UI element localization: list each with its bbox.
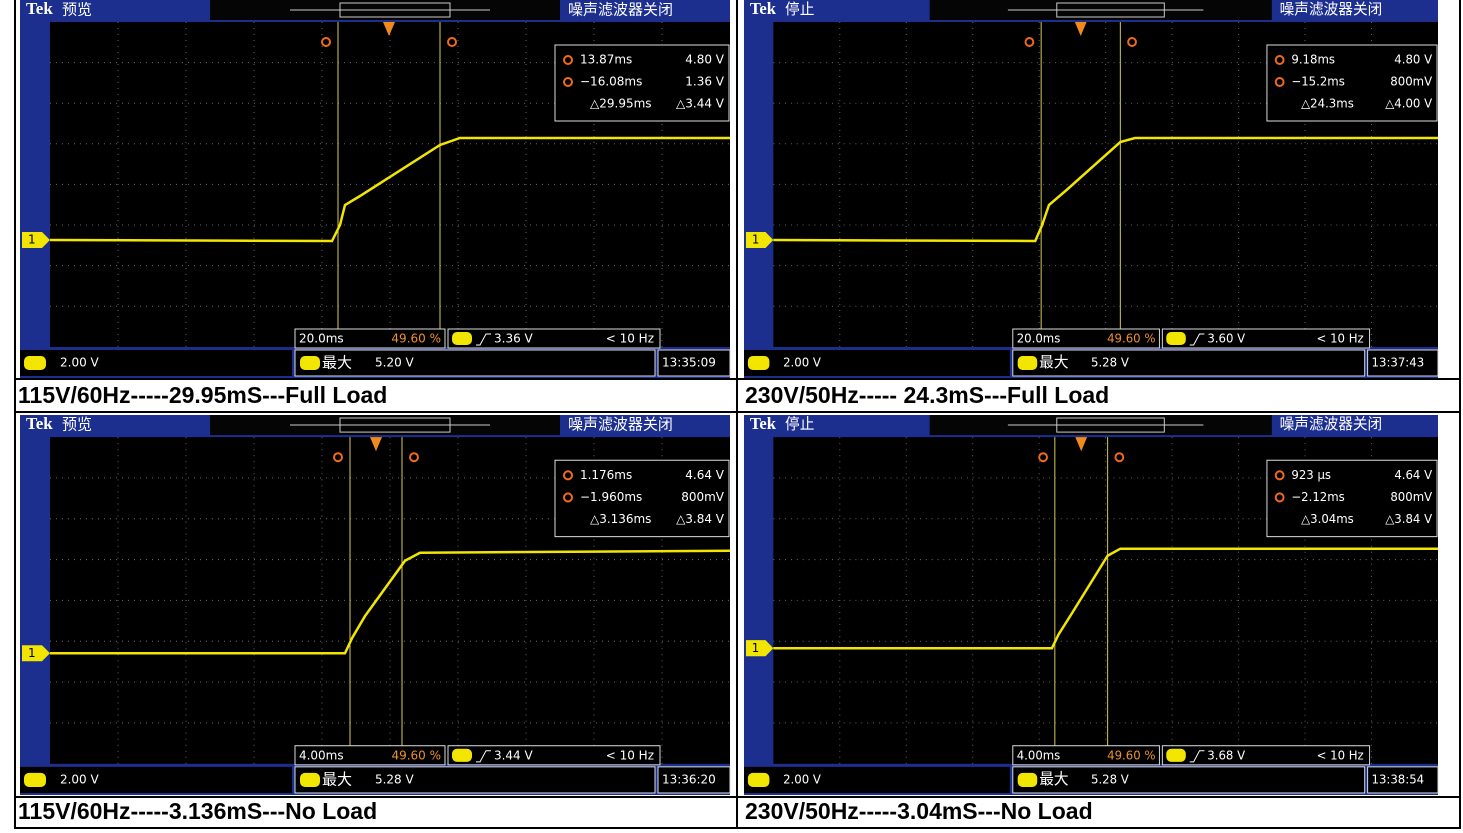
- channel-badge: [748, 356, 770, 370]
- brand: Tek: [750, 0, 777, 18]
- brand: Tek: [750, 414, 777, 433]
- scope-screenshot: Tek 停止 噪声滤波器关闭 1 9.18ms 4.80 V −15.2ms 800mV △24…: [744, 0, 1438, 378]
- caption: 230V/50Hz-----3.04mS---No Load: [745, 798, 1093, 824]
- channel-badge: [300, 773, 320, 787]
- timebase: 20.0ms: [1017, 331, 1061, 345]
- channel-badge: [24, 773, 46, 787]
- clock: 13:35:09: [662, 356, 716, 370]
- readout-volt: 4.80 V: [1394, 52, 1433, 66]
- channel-badge: [24, 356, 46, 370]
- caption: 115V/60Hz-----29.95mS---Full Load: [18, 382, 387, 408]
- acq-state: 预览: [62, 1, 92, 19]
- readout-time: △3.04ms: [1301, 512, 1354, 526]
- readout-time: △3.136ms: [590, 512, 651, 526]
- readout-volt: 800mV: [1390, 74, 1433, 88]
- channel-badge: [748, 773, 770, 787]
- noise-filter: 噪声滤波器关闭: [1280, 415, 1383, 433]
- readout-time: △24.3ms: [1301, 96, 1354, 110]
- trigger-level: 3.68 V: [1207, 748, 1246, 762]
- trigger-position: 49.60 %: [1107, 748, 1155, 762]
- readout-volt: 1.36 V: [685, 75, 725, 89]
- channel-number: 1: [28, 646, 36, 660]
- scope-screenshot: Tek 预览 噪声滤波器关闭 1 1.176ms 4.64 V −1.960ms 800mV △…: [20, 414, 730, 795]
- frequency: < 10 Hz: [606, 748, 654, 762]
- noise-filter: 噪声滤波器关闭: [568, 416, 673, 434]
- readout-volt: △3.84 V: [676, 512, 725, 526]
- readout-volt: △3.84 V: [1385, 512, 1433, 526]
- max-label: 最大: [322, 354, 352, 372]
- caption: 230V/50Hz----- 24.3mS---Full Load: [745, 382, 1109, 408]
- readout-volt: △3.44 V: [676, 97, 725, 111]
- readout-volt: 4.64 V: [1394, 468, 1433, 482]
- channel-scale: 2.00 V: [60, 356, 100, 370]
- trigger-level: 3.44 V: [494, 748, 533, 762]
- caption: 115V/60Hz-----3.136mS---No Load: [18, 798, 377, 824]
- clock: 13:36:20: [662, 772, 716, 786]
- trigger-level: 3.36 V: [494, 332, 534, 346]
- trigger-position: 49.60 %: [391, 748, 441, 762]
- readout-volt: 800mV: [681, 490, 725, 504]
- max-value: 5.28 V: [1091, 355, 1130, 369]
- trigger-level: 3.60 V: [1207, 331, 1246, 345]
- max-label: 最大: [1039, 354, 1068, 371]
- channel-badge: [452, 332, 472, 345]
- noise-filter: 噪声滤波器关闭: [1280, 0, 1383, 18]
- readout-time: −16.08ms: [580, 75, 642, 89]
- channel-scale: 2.00 V: [60, 772, 99, 786]
- timebase: 4.00ms: [1017, 748, 1061, 762]
- scope-screenshot: Tek 预览 噪声滤波器关闭 1 13.87ms 4.80 V −16.08ms 1.36 V…: [20, 0, 730, 378]
- max-value: 5.28 V: [1091, 772, 1130, 786]
- readout-volt: 4.80 V: [685, 53, 725, 67]
- noise-filter: 噪声滤波器关闭: [568, 1, 673, 19]
- channel-badge: [1166, 332, 1186, 345]
- channel-badge: [1166, 749, 1186, 762]
- acq-state: 停止: [785, 1, 814, 18]
- readout-volt: △4.00 V: [1385, 96, 1433, 110]
- clock: 13:37:43: [1372, 355, 1425, 369]
- max-value: 5.28 V: [375, 772, 414, 786]
- max-label: 最大: [322, 770, 352, 788]
- clock: 13:38:54: [1372, 772, 1425, 786]
- frequency: < 10 Hz: [1317, 331, 1364, 345]
- readout-time: 923 µs: [1291, 468, 1331, 482]
- frequency: < 10 Hz: [1317, 748, 1364, 762]
- readout-time: −2.12ms: [1291, 490, 1344, 504]
- scope-screenshot: Tek 停止 噪声滤波器关闭 1 923 µs 4.64 V −2.12ms 800mV △3.…: [744, 414, 1438, 795]
- readout-time: △29.95ms: [590, 97, 652, 111]
- channel-badge: [1018, 773, 1038, 787]
- channel-badge: [300, 356, 320, 370]
- readout-time: −15.2ms: [1291, 74, 1344, 88]
- trigger-position: 49.60 %: [1107, 331, 1155, 345]
- readout-time: 1.176ms: [580, 468, 632, 482]
- channel-number: 1: [752, 232, 759, 246]
- trigger-position: 49.60 %: [391, 332, 441, 346]
- brand: Tek: [26, 414, 53, 433]
- readout-time: 9.18ms: [1291, 52, 1335, 66]
- channel-scale: 2.00 V: [783, 355, 822, 369]
- channel-number: 1: [28, 233, 36, 247]
- brand: Tek: [26, 0, 53, 18]
- timebase: 20.0ms: [299, 332, 344, 346]
- acq-state: 停止: [785, 415, 814, 433]
- readout-volt: 4.64 V: [685, 468, 724, 482]
- frequency: < 10 Hz: [606, 332, 654, 346]
- max-label: 最大: [1039, 770, 1068, 788]
- channel-badge: [1018, 356, 1038, 370]
- readout-time: 13.87ms: [580, 53, 632, 67]
- channel-number: 1: [752, 641, 759, 655]
- channel-scale: 2.00 V: [783, 772, 822, 786]
- acq-state: 预览: [62, 416, 92, 434]
- readout-time: −1.960ms: [580, 490, 642, 504]
- page: Tek预览噪声滤波器关闭113.87ms4.80 V−16.08ms1.36 V…: [0, 0, 1463, 829]
- max-value: 5.20 V: [375, 356, 415, 370]
- channel-badge: [452, 749, 472, 762]
- readout-volt: 800mV: [1390, 490, 1433, 504]
- timebase: 4.00ms: [299, 748, 344, 762]
